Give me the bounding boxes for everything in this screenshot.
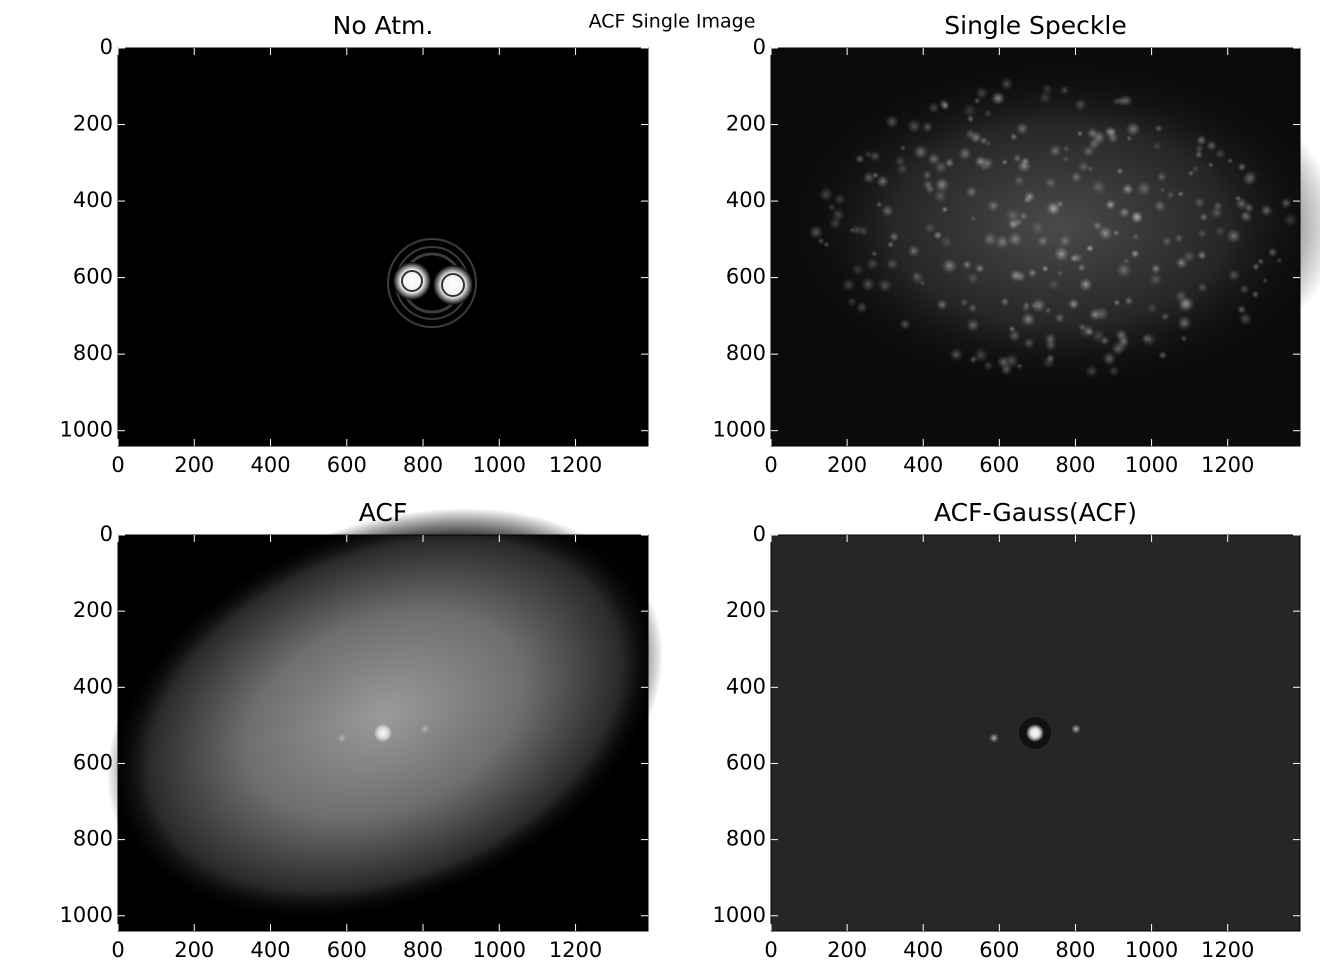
y-tick-label: 200 [73, 112, 113, 136]
figure-title: ACF Single Image [589, 11, 756, 33]
x-tick-label: 1200 [1201, 938, 1254, 962]
image-no-atm [118, 48, 648, 446]
y-tick-label: 800 [73, 827, 113, 851]
x-tick-label: 800 [403, 453, 443, 477]
image-acf-gauss [771, 535, 1300, 931]
y-tick-label: 800 [726, 341, 766, 365]
x-tick-label: 1200 [1201, 453, 1254, 477]
x-tick-label: 200 [827, 938, 867, 962]
x-tick-label: 200 [174, 453, 214, 477]
y-tick-label: 1000 [60, 418, 113, 442]
y-tick-label: 0 [753, 35, 766, 59]
y-tick-label: 200 [726, 112, 766, 136]
x-tick-label: 400 [903, 453, 943, 477]
panel-title: No Atm. [333, 11, 434, 40]
x-tick-label: 1000 [473, 938, 526, 962]
x-tick-label: 1000 [1125, 938, 1178, 962]
x-tick-label: 800 [403, 938, 443, 962]
y-tick-label: 0 [100, 522, 113, 546]
y-tick-label: 200 [726, 598, 766, 622]
y-tick-label: 1000 [713, 903, 766, 927]
y-tick-label: 200 [73, 598, 113, 622]
x-tick-label: 1000 [1125, 453, 1178, 477]
y-tick-label: 1000 [713, 418, 766, 442]
y-tick-label: 0 [100, 35, 113, 59]
y-tick-label: 600 [726, 265, 766, 289]
panel-title: ACF-Gauss(ACF) [934, 498, 1137, 527]
x-tick-label: 200 [827, 453, 867, 477]
y-tick-label: 600 [73, 750, 113, 774]
x-tick-label: 600 [979, 453, 1019, 477]
y-tick-label: 400 [726, 188, 766, 212]
x-tick-label: 0 [764, 453, 777, 477]
y-tick-label: 600 [73, 265, 113, 289]
x-tick-label: 0 [111, 453, 124, 477]
axes-frame [770, 47, 1301, 447]
axes-frame [770, 534, 1301, 932]
y-tick-label: 800 [73, 341, 113, 365]
x-tick-label: 200 [174, 938, 214, 962]
x-tick-label: 1200 [549, 453, 602, 477]
x-tick-label: 400 [903, 938, 943, 962]
x-tick-label: 400 [250, 453, 290, 477]
x-tick-label: 800 [1055, 453, 1095, 477]
x-tick-label: 400 [250, 938, 290, 962]
y-tick-label: 800 [726, 827, 766, 851]
y-tick-label: 400 [726, 674, 766, 698]
axes-frame [117, 534, 649, 932]
y-tick-label: 400 [73, 188, 113, 212]
x-tick-label: 600 [327, 938, 367, 962]
x-tick-label: 0 [111, 938, 124, 962]
x-tick-label: 600 [327, 453, 367, 477]
x-tick-label: 800 [1055, 938, 1095, 962]
panel-title: ACF [359, 498, 408, 527]
x-tick-label: 1000 [473, 453, 526, 477]
image-single-speckle [771, 48, 1320, 446]
x-tick-label: 600 [979, 938, 1019, 962]
x-tick-label: 0 [764, 938, 777, 962]
x-tick-label: 1200 [549, 938, 602, 962]
y-tick-label: 0 [753, 522, 766, 546]
y-tick-label: 400 [73, 674, 113, 698]
panel-title: Single Speckle [944, 11, 1126, 40]
axes-frame [117, 47, 649, 447]
y-tick-label: 1000 [60, 903, 113, 927]
image-acf [106, 508, 664, 931]
y-tick-label: 600 [726, 750, 766, 774]
